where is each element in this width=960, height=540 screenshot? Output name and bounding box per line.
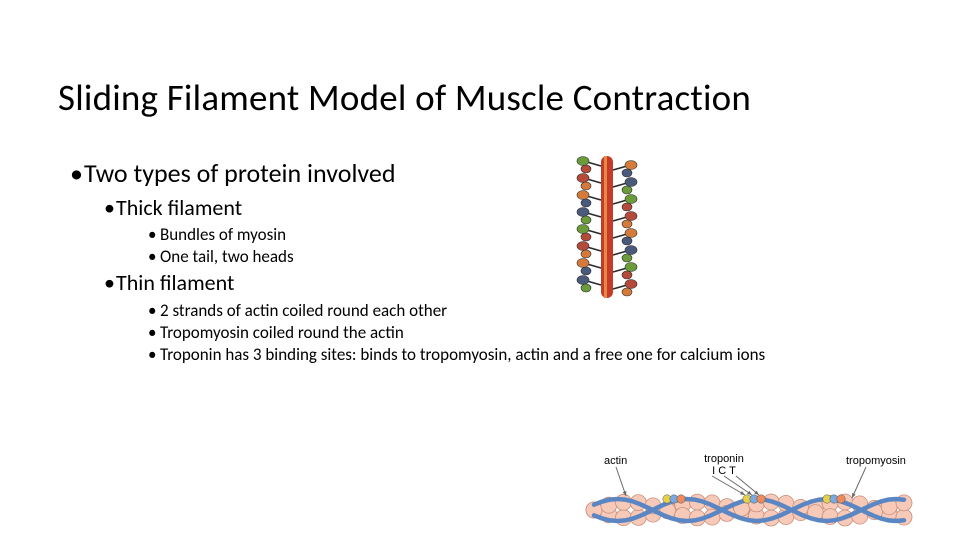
bullet-thick-text: Thick filament [116,194,242,221]
bullet-thick-p1: Bundles of myosin [148,224,890,246]
bullet-thick-p2: One tail, two heads [148,246,890,268]
svg-text:tropomyosin: tropomyosin [846,455,906,467]
bullet-thin-p3: Troponin has 3 binding sites: binds to t… [148,344,890,366]
svg-text:I C T: I C T [712,465,736,477]
thin-filament-figure: actin troponinI C T tropomyosin [584,452,914,534]
bullet-l1-text: Two types of protein involved [84,157,396,189]
bullet-thin-text: Thin filament [116,269,234,296]
svg-text:troponin: troponin [704,453,744,465]
bullet-thin-p1: 2 strands of actin coiled round each oth… [148,300,890,322]
slide: Sliding Filament Model of Muscle Contrac… [0,0,960,540]
bullet-l1: Two types of protein involved Thick fila… [70,157,890,366]
bullet-thick: Thick filament Bundles of myosin One tai… [104,194,890,269]
bullet-thin-p2: Tropomyosin coiled round the actin [148,322,890,344]
slide-content: Two types of protein involved Thick fila… [70,157,890,368]
thick-filament-figure [569,152,645,302]
svg-text:actin: actin [604,455,627,467]
slide-title: Sliding Filament Model of Muscle Contrac… [58,75,751,120]
bullet-thin: Thin filament 2 strands of actin coiled … [104,269,890,366]
